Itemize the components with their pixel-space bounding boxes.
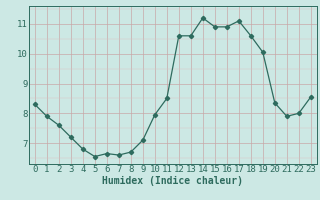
- X-axis label: Humidex (Indice chaleur): Humidex (Indice chaleur): [102, 176, 243, 186]
